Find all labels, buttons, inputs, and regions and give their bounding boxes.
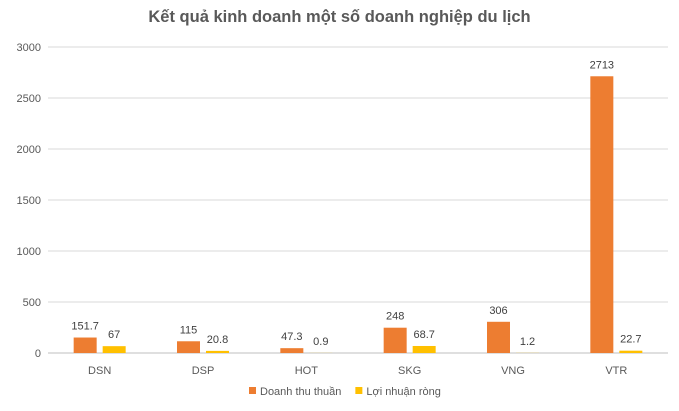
y-tick-label: 1000 (17, 246, 41, 258)
legend-label: Lợi nhuận ròng (366, 386, 441, 398)
data-label: 68.7 (413, 329, 434, 341)
x-tick-label: VNG (501, 365, 525, 377)
data-label: 67 (108, 329, 120, 341)
x-tick-label: DSN (88, 365, 111, 377)
x-tick-label: HOT (295, 365, 319, 377)
bar-loi-nhuan-rong (206, 350, 229, 353)
chart-title: Kết quả kinh doanh một số doanh nghiệp d… (148, 8, 531, 26)
y-tick-label: 0 (35, 348, 41, 360)
data-label: 151.7 (71, 321, 99, 333)
data-label: 115 (180, 324, 198, 336)
y-tick-label: 2000 (17, 144, 41, 156)
data-label: 2713 (590, 59, 614, 71)
legend-swatch (355, 387, 363, 394)
x-tick-label: SKG (398, 365, 421, 377)
bar-doanh-thu-thuan (487, 321, 510, 353)
data-label: 0.9 (313, 336, 328, 348)
bar-doanh-thu-thuan (73, 337, 97, 353)
bar-loi-nhuan-rong (102, 346, 126, 353)
legend-label: Doanh thu thuần (260, 386, 341, 398)
bar-loi-nhuan-rong (412, 345, 436, 353)
y-tick-label: 500 (23, 297, 41, 309)
y-tick-label: 3000 (17, 42, 41, 54)
bar-doanh-thu-thuan (177, 341, 200, 353)
data-label: 248 (386, 311, 404, 323)
data-label: 306 (489, 305, 507, 317)
y-tick-label: 2500 (17, 93, 41, 105)
data-label: 1.2 (520, 336, 535, 348)
bar-doanh-thu-thuan (383, 327, 407, 353)
bar-doanh-thu-thuan (590, 76, 614, 354)
legend-swatch (249, 387, 256, 394)
data-label: 47.3 (281, 331, 302, 343)
x-tick-label: DSP (192, 365, 215, 377)
y-tick-label: 1500 (17, 195, 41, 207)
data-label: 20.8 (207, 334, 228, 346)
bar-loi-nhuan-rong (619, 350, 643, 353)
bar-doanh-thu-thuan (280, 348, 304, 353)
x-tick-label: VTR (605, 365, 627, 377)
data-label: 22.7 (620, 334, 641, 346)
